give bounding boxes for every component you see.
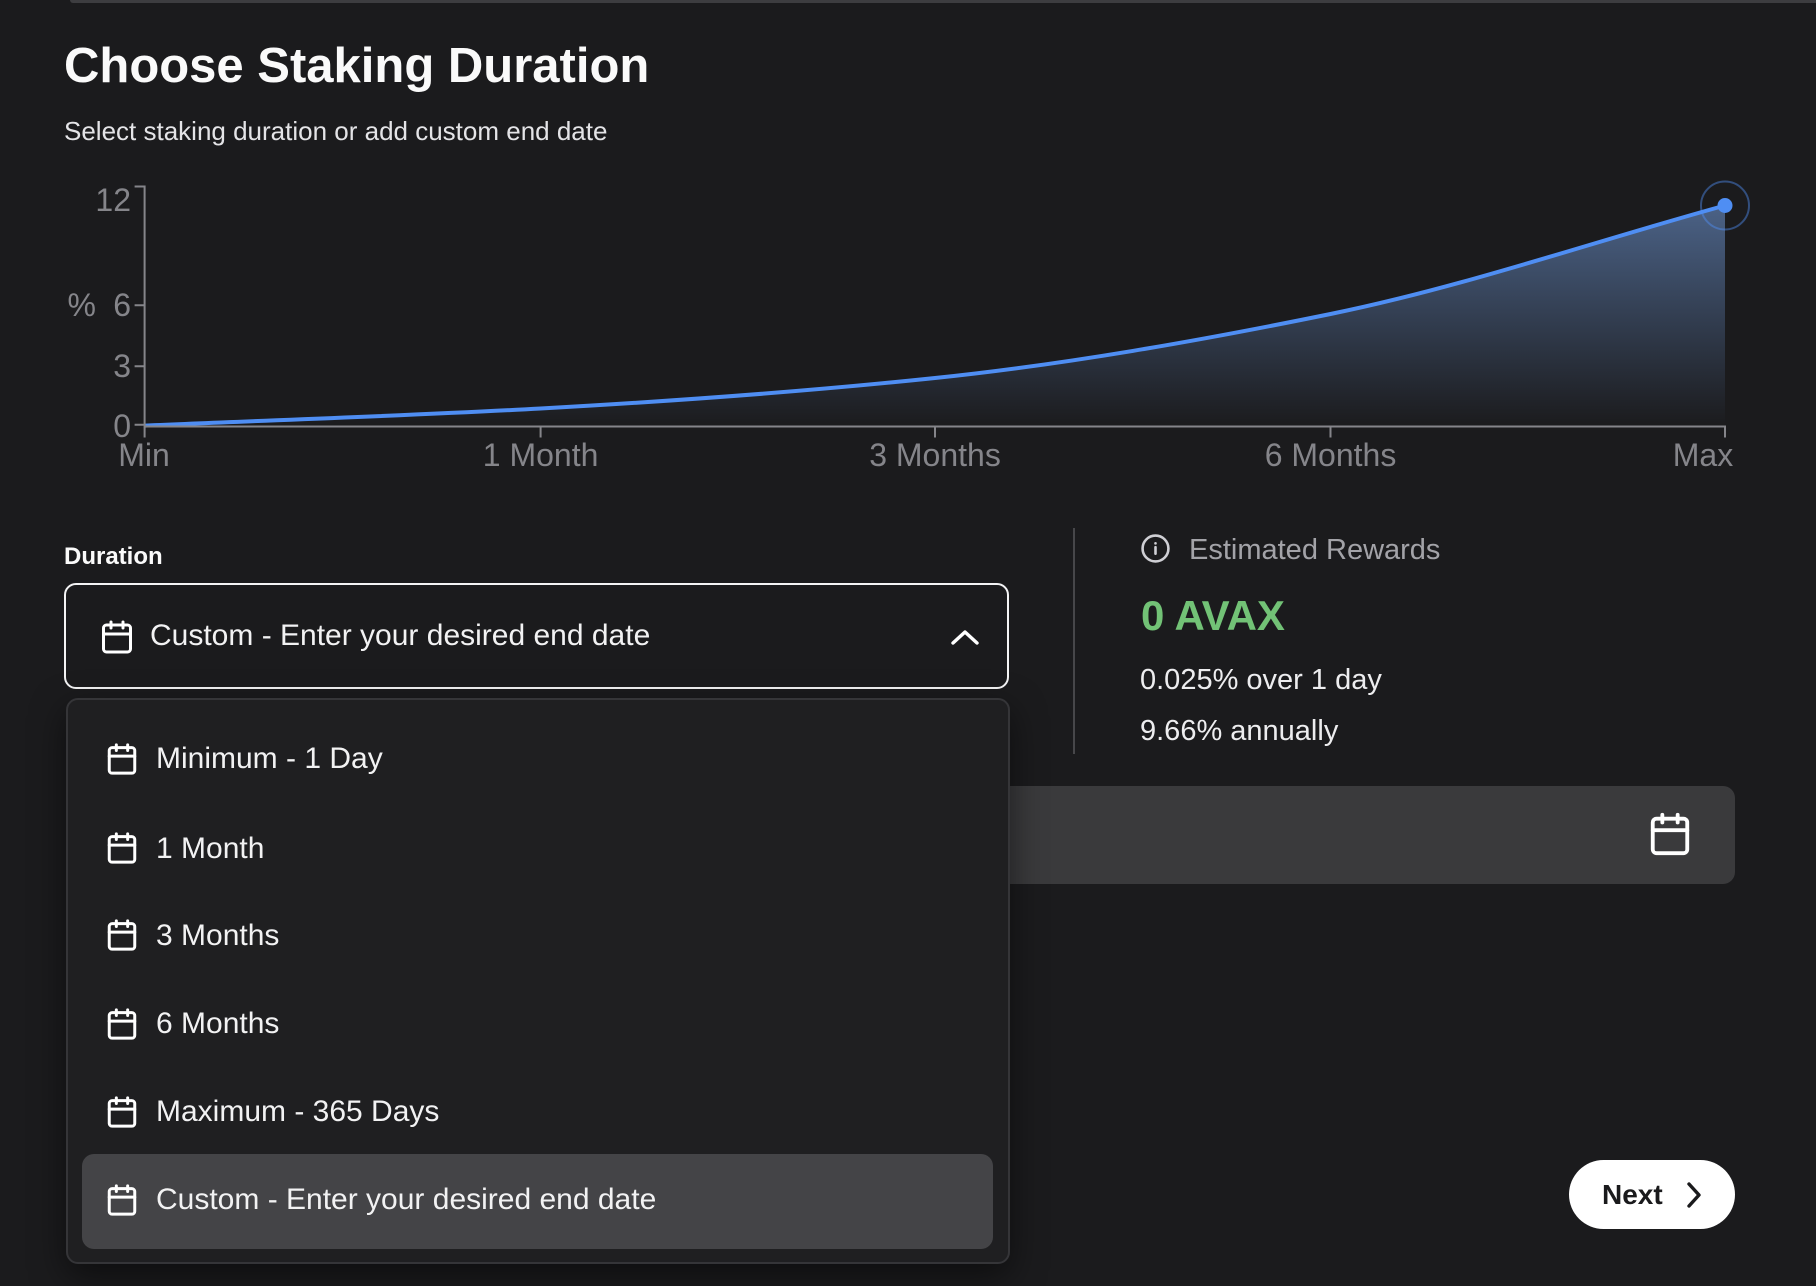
svg-text:6: 6 [113,287,131,323]
svg-text:%: % [68,287,96,323]
svg-text:12: 12 [95,182,131,218]
svg-text:0: 0 [113,408,131,444]
svg-text:6 Months: 6 Months [1265,437,1397,473]
svg-text:3: 3 [113,348,131,384]
svg-text:Max: Max [1673,437,1733,473]
svg-text:3 Months: 3 Months [869,437,1001,473]
svg-text:Min: Min [118,437,170,473]
svg-text:1 Month: 1 Month [483,437,599,473]
